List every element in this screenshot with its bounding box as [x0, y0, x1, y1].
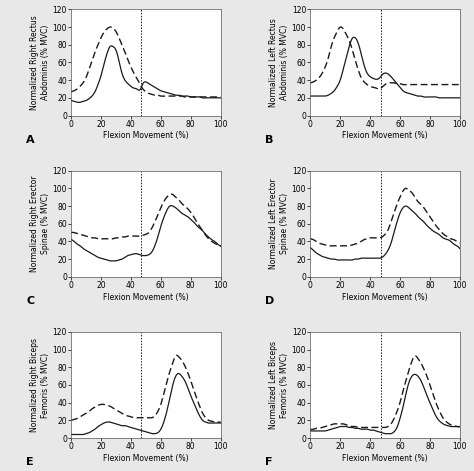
Text: A: A	[26, 135, 35, 145]
X-axis label: Flexion Movement (%): Flexion Movement (%)	[103, 131, 189, 140]
Y-axis label: Normalized Right Erector
Spinae (% MVC): Normalized Right Erector Spinae (% MVC)	[30, 175, 50, 272]
Y-axis label: Normalized Left Biceps
Femoris (% MVC): Normalized Left Biceps Femoris (% MVC)	[269, 341, 289, 429]
Text: D: D	[265, 296, 275, 306]
Y-axis label: Normalized Left Erector
Spinae (% MVC): Normalized Left Erector Spinae (% MVC)	[269, 179, 289, 269]
Text: E: E	[26, 457, 34, 467]
Y-axis label: Normalized Right Biceps
Femoris (% MVC): Normalized Right Biceps Femoris (% MVC)	[30, 338, 50, 432]
X-axis label: Flexion Movement (%): Flexion Movement (%)	[342, 454, 428, 463]
Y-axis label: Normalized Right Rectus
Abdominis (% MVC): Normalized Right Rectus Abdominis (% MVC…	[30, 15, 50, 110]
X-axis label: Flexion Movement (%): Flexion Movement (%)	[103, 454, 189, 463]
Text: F: F	[265, 457, 273, 467]
X-axis label: Flexion Movement (%): Flexion Movement (%)	[103, 292, 189, 302]
X-axis label: Flexion Movement (%): Flexion Movement (%)	[342, 292, 428, 302]
Text: B: B	[265, 135, 274, 145]
X-axis label: Flexion Movement (%): Flexion Movement (%)	[342, 131, 428, 140]
Text: C: C	[26, 296, 35, 306]
Y-axis label: Normalized Left Rectus
Abdominis (% MVC): Normalized Left Rectus Abdominis (% MVC)	[269, 18, 289, 107]
